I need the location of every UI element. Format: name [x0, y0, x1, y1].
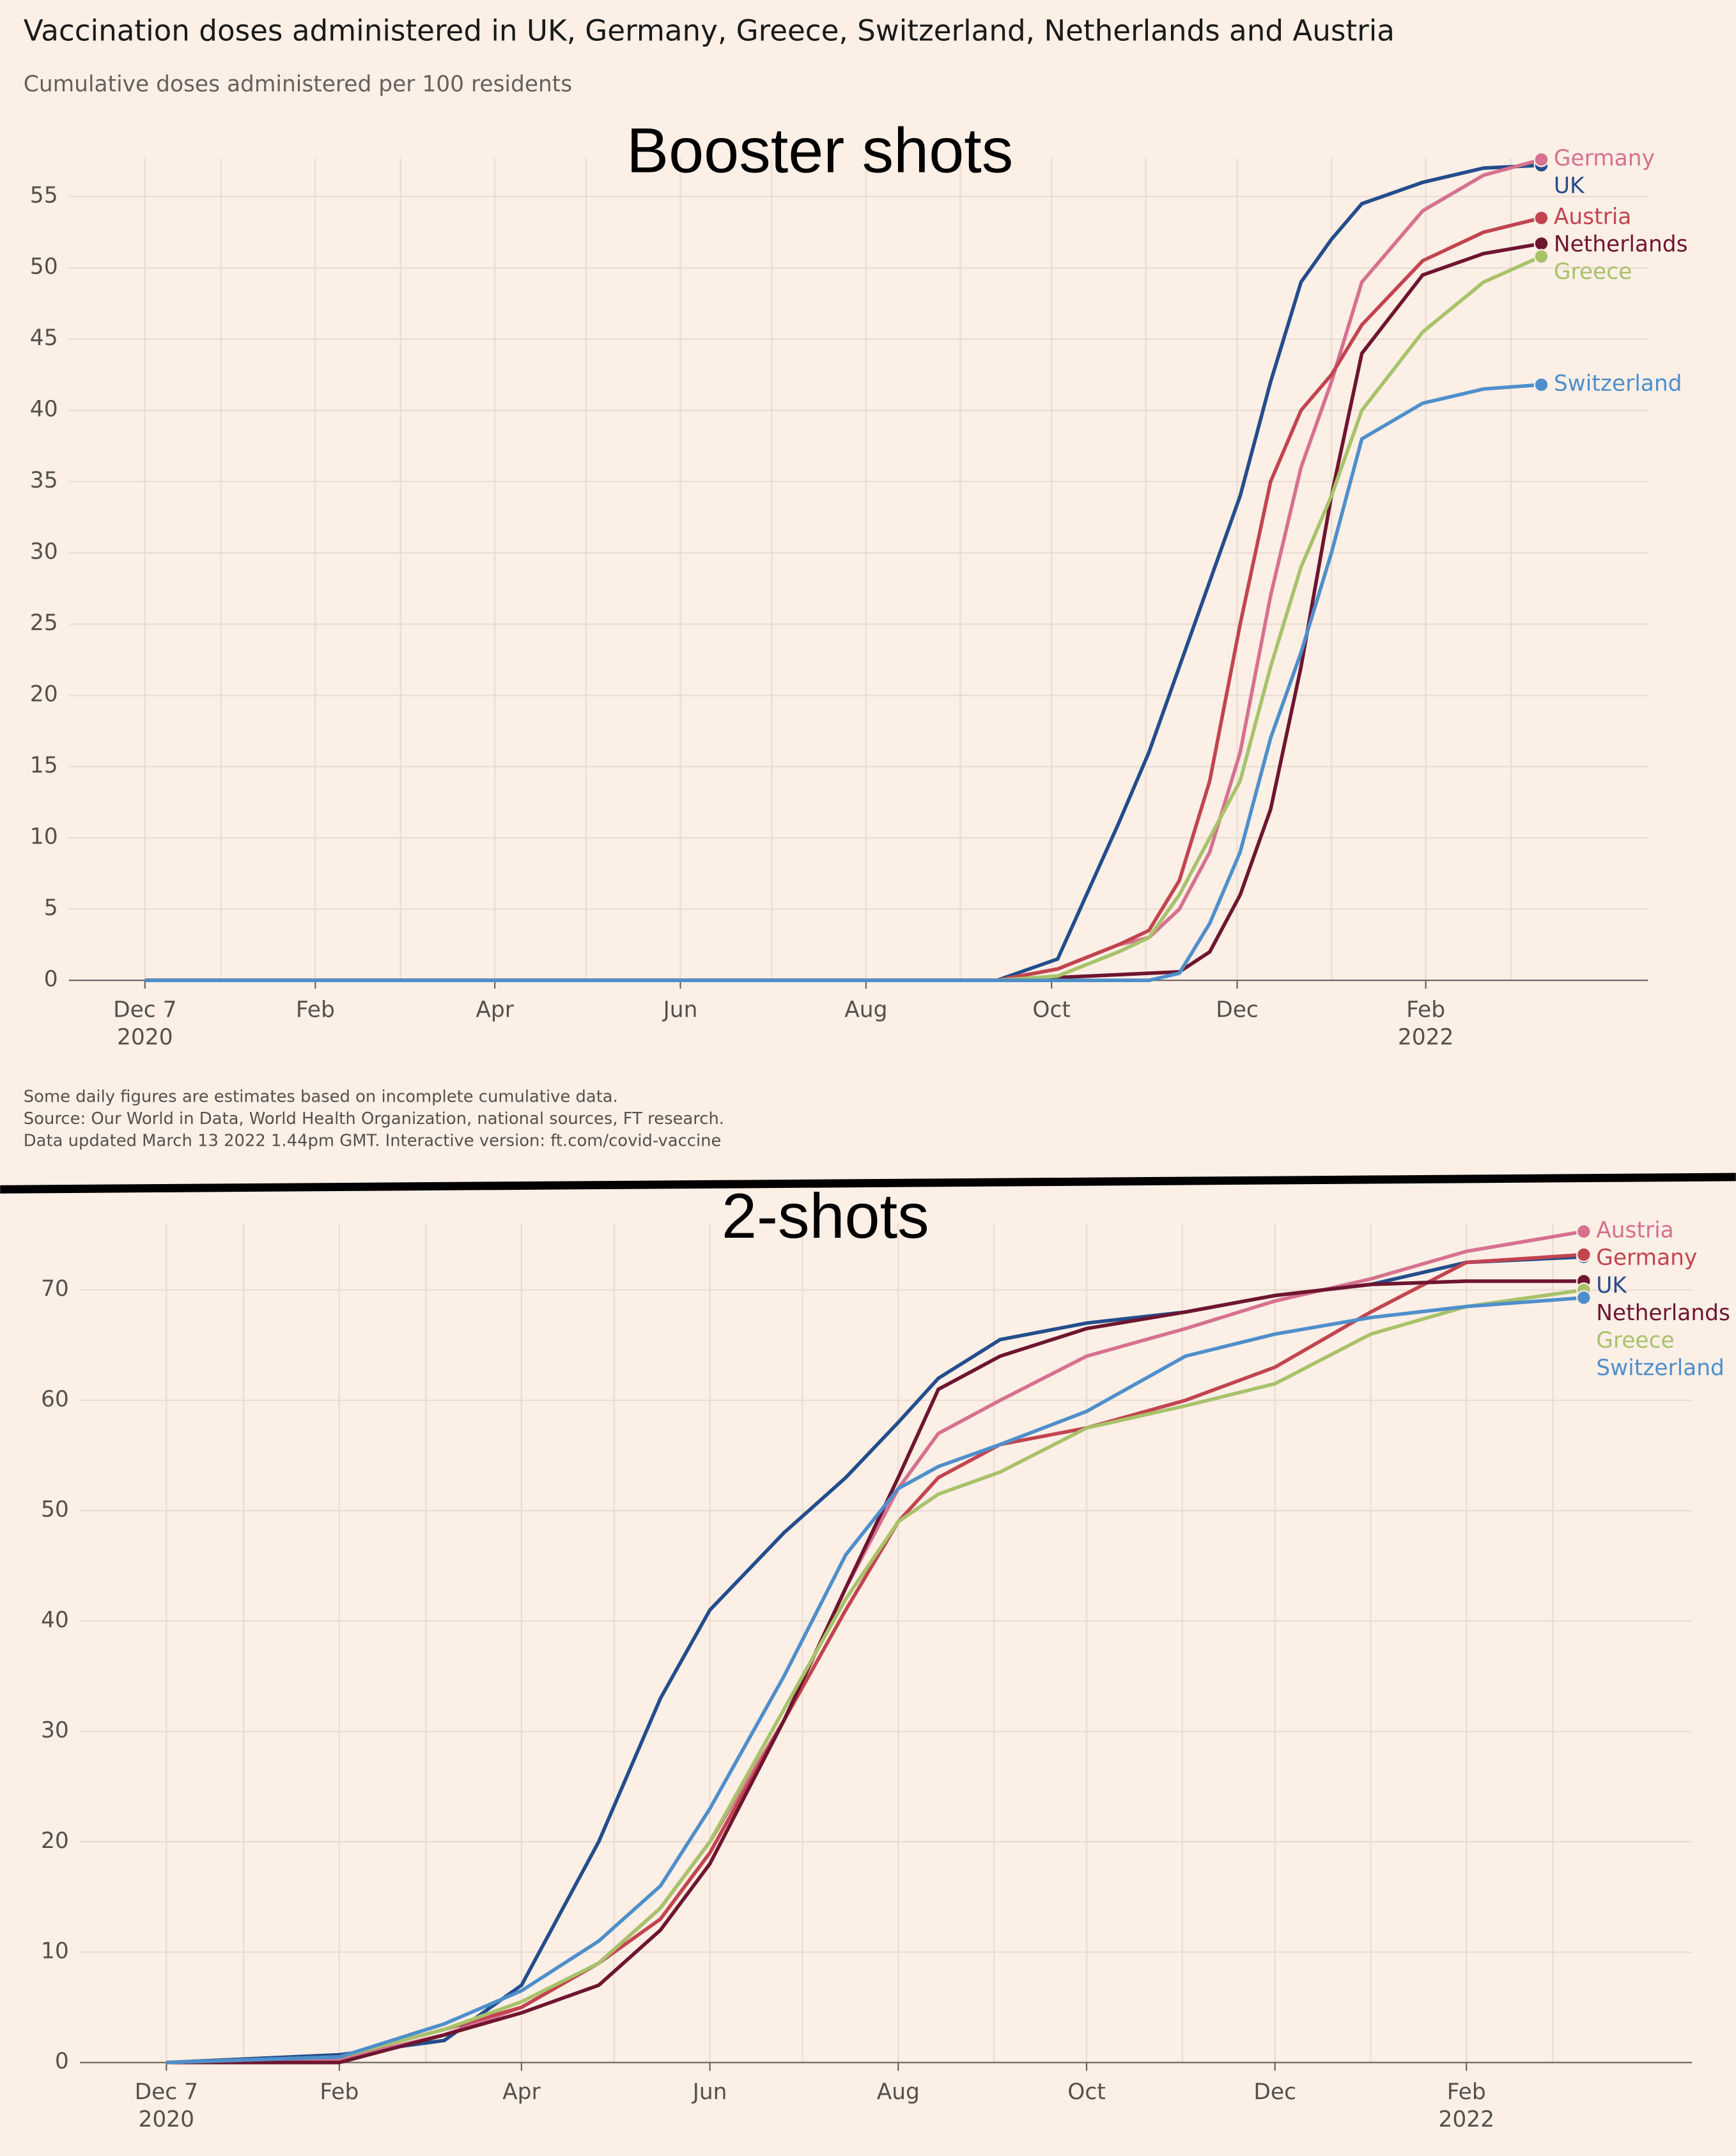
- series-line: [144, 163, 1542, 983]
- y-tick-label: 55: [30, 183, 58, 208]
- x-tick-label: Dec 7 2020: [113, 997, 176, 1050]
- x-tick-label: Feb: [296, 997, 335, 1022]
- y-tick-label: 0: [55, 2049, 69, 2074]
- y-tick-label: 20: [41, 1828, 69, 1854]
- x-tick-label: Aug: [877, 2079, 920, 2105]
- end-dot: [1576, 1247, 1592, 1263]
- x-tick-label: Jun: [692, 2079, 727, 2105]
- end-dot: [1533, 236, 1549, 252]
- x-tick-label: Dec: [1253, 2079, 1296, 2105]
- y-tick-label: 15: [30, 753, 58, 778]
- y-tick-label: 10: [41, 1938, 69, 1964]
- series-label: Germany: [1596, 1245, 1697, 1271]
- series-label: Switzerland: [1554, 371, 1682, 397]
- end-dot: [1533, 377, 1549, 392]
- x-tick-label: Oct: [1032, 997, 1071, 1022]
- x-tick-label: Apr: [502, 2079, 541, 2105]
- series-label: Austria: [1554, 204, 1632, 230]
- divider: [0, 1173, 1736, 1194]
- y-tick-label: 45: [30, 325, 58, 351]
- x-tick-label: Aug: [844, 997, 887, 1022]
- series-line: [166, 1279, 1584, 2065]
- series-label: Germany: [1554, 146, 1655, 171]
- x-tick-label: Oct: [1067, 2079, 1105, 2105]
- y-tick-label: 0: [44, 967, 58, 992]
- y-tick-label: 50: [41, 1497, 69, 1523]
- series-line: [144, 383, 1542, 983]
- series-label: Greece: [1554, 259, 1632, 285]
- chart-title: Booster shots: [626, 114, 1013, 185]
- x-tick-label: Apr: [476, 997, 514, 1022]
- x-tick-label: Feb 2022: [1398, 997, 1454, 1050]
- page-title: Vaccination doses administered in UK, Ge…: [24, 14, 1395, 48]
- note: Source: Our World in Data, World Health …: [24, 1109, 724, 1128]
- y-tick-label: 50: [30, 254, 58, 280]
- end-dot: [1533, 210, 1549, 226]
- series-label: UK: [1596, 1273, 1627, 1298]
- end-dot: [1533, 151, 1549, 167]
- note: Some daily figures are estimates based o…: [24, 1088, 618, 1107]
- end-dot: [1533, 249, 1549, 265]
- y-tick-label: 25: [30, 610, 58, 636]
- y-tick-label: 10: [30, 824, 58, 850]
- note: Data updated March 13 2022 1.44pm GMT. I…: [24, 1131, 722, 1150]
- series-label: Austria: [1596, 1218, 1674, 1244]
- series-label: UK: [1554, 173, 1585, 199]
- x-tick-label: Feb: [320, 2079, 359, 2105]
- series-line: [166, 1288, 1585, 2065]
- end-dot: [1576, 1224, 1592, 1240]
- x-tick-label: Dec: [1216, 997, 1259, 1022]
- end-dot: [1576, 1290, 1592, 1305]
- chart-title: 2-shots: [722, 1180, 929, 1251]
- y-tick-label: 20: [30, 682, 58, 707]
- series-label: Switzerland: [1596, 1355, 1724, 1381]
- series-line: [144, 216, 1542, 983]
- y-tick-label: 70: [41, 1276, 69, 1302]
- series-label: Netherlands: [1596, 1300, 1730, 1326]
- y-tick-label: 5: [44, 895, 58, 921]
- y-tick-label: 40: [30, 397, 58, 422]
- series-line: [144, 242, 1542, 983]
- x-tick-label: Dec 7 2020: [135, 2079, 198, 2132]
- y-tick-label: 35: [30, 468, 58, 493]
- series-line: [166, 1252, 1585, 2065]
- y-tick-label: 40: [41, 1607, 69, 1633]
- page-subtitle: Cumulative doses administered per 100 re…: [24, 72, 572, 97]
- series-label: Greece: [1596, 1328, 1674, 1353]
- x-tick-label: Feb 2022: [1438, 2079, 1494, 2132]
- y-tick-label: 30: [41, 1718, 69, 1743]
- series-label: Netherlands: [1554, 232, 1688, 258]
- series-line: [166, 1296, 1585, 2065]
- x-tick-label: Jun: [662, 997, 698, 1022]
- series-line: [144, 254, 1542, 983]
- y-tick-label: 30: [30, 539, 58, 565]
- y-tick-label: 60: [41, 1387, 69, 1412]
